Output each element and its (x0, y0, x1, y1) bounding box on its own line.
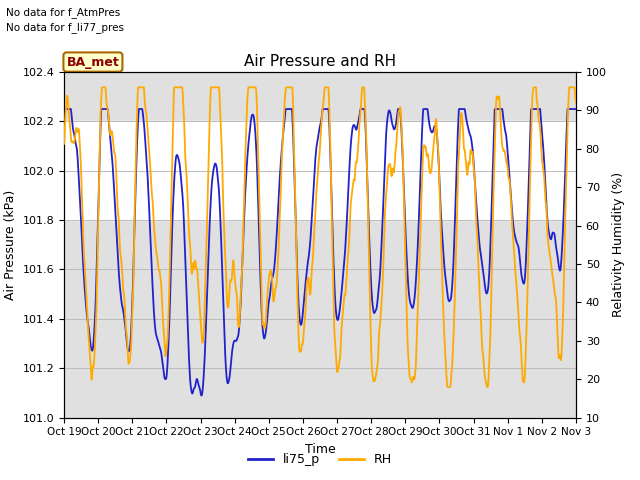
Title: Air Pressure and RH: Air Pressure and RH (244, 54, 396, 70)
Bar (64, 121, 576, 220)
X-axis label: Time: Time (305, 443, 335, 456)
Text: No data for f_AtmPres: No data for f_AtmPres (6, 7, 121, 18)
Y-axis label: Air Pressure (kPa): Air Pressure (kPa) (4, 190, 17, 300)
Y-axis label: Relativity Humidity (%): Relativity Humidity (%) (612, 172, 625, 317)
Text: No data for f_li77_pres: No data for f_li77_pres (6, 22, 124, 33)
Legend: li75_p, RH: li75_p, RH (243, 448, 397, 471)
Text: BA_met: BA_met (67, 56, 119, 69)
